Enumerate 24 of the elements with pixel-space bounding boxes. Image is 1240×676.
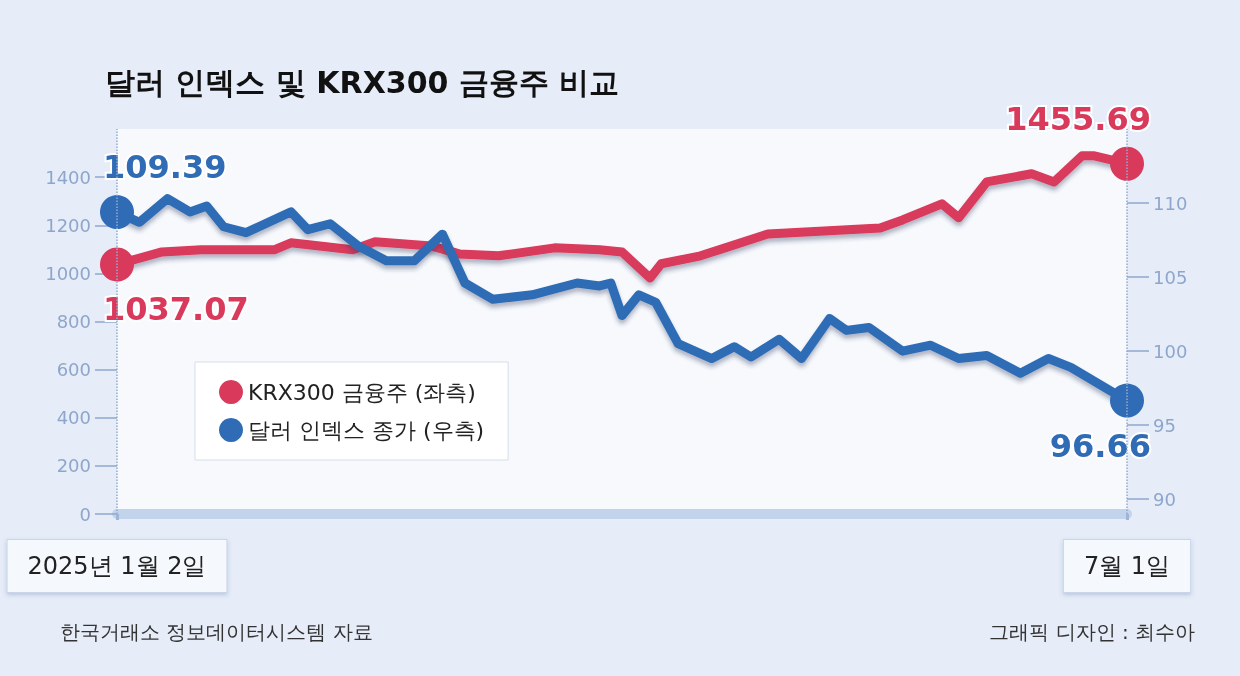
text: 그래픽 디자인 : 최수아 [989, 620, 1195, 644]
data-label: 1455.69 [1005, 99, 1151, 138]
y-tick-label: 200 [56, 455, 91, 477]
y-tick-label: 1200 [45, 214, 91, 236]
y-tick-label: 1400 [45, 166, 91, 188]
y2-tick-label: 95 [1153, 414, 1176, 436]
text: 한국거래소 정보데이터시스템 자료 [60, 620, 373, 644]
legend-label: KRX300 금융주 (좌측) [248, 379, 476, 405]
y2-tick-label: 100 [1153, 340, 1188, 362]
x-tick-label: 7월 1일 [1083, 552, 1171, 580]
y-tick-label: 800 [56, 311, 91, 332]
y2-tick-label: 105 [1153, 266, 1188, 288]
y2-tick-label: 110 [1153, 192, 1188, 214]
y-tick-label: 0 [79, 503, 91, 525]
legend-label: 달러 인덱스 종가 (우측) [248, 417, 485, 443]
y-tick-label: 1000 [45, 262, 91, 284]
chart-title: 달러 인덱스 및 KRX300 금융주 비교 [105, 64, 620, 100]
y-tick-label: 600 [56, 359, 91, 381]
x-tick-label: 2025년 1월 2일 [27, 552, 207, 580]
data-label: 1037.07 [103, 290, 249, 329]
data-label: 96.66 [1049, 426, 1151, 465]
y2-tick-label: 90 [1153, 488, 1176, 510]
data-label: 109.39 [103, 148, 227, 187]
y-tick-label: 400 [56, 407, 91, 429]
